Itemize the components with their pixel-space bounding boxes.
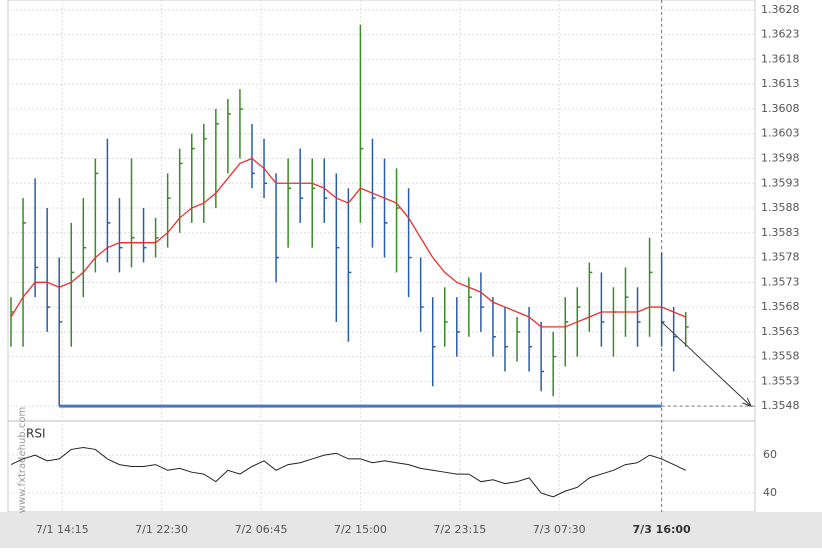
- y-tick-label: 1.3613: [761, 77, 800, 90]
- y-tick-label: 1.3593: [761, 176, 800, 189]
- moving-average: [10, 157, 686, 328]
- y-tick-label: 1.3563: [761, 325, 800, 338]
- x-tick-label: 7/3 07:30: [533, 523, 586, 536]
- y-tick-label: 1.3588: [761, 201, 800, 214]
- x-tick-label: 7/2 15:00: [334, 523, 387, 536]
- y-tick-label: 60: [763, 448, 777, 461]
- x-tick-label: 7/1 14:15: [36, 523, 89, 536]
- y-tick-label: 40: [763, 486, 777, 499]
- y-tick-label: 1.3598: [761, 151, 800, 164]
- y-tick-label: 1.3628: [761, 3, 800, 16]
- rsi-line: [10, 447, 686, 498]
- y-tick-label: 1.3618: [761, 52, 800, 65]
- y-tick-label: 1.3578: [761, 251, 800, 264]
- y-tick-label: 1.3553: [761, 374, 800, 387]
- plot-area: [7, 0, 756, 513]
- y-tick-label: 1.3548: [761, 399, 800, 412]
- y-tick-label: 1.3608: [761, 102, 800, 115]
- arrow-head: [742, 397, 752, 408]
- y-tick-label: 1.3603: [761, 127, 800, 140]
- y-tick-label: 1.3558: [761, 350, 800, 363]
- x-tick-label: 7/2 06:45: [235, 523, 288, 536]
- y-tick-label: 1.3568: [761, 300, 800, 313]
- x-axis-band: [0, 512, 822, 548]
- x-tick-label: 7/3 16:00: [633, 523, 692, 536]
- y-tick-label: 1.3573: [761, 275, 800, 288]
- forecast-arrow: [661, 321, 752, 407]
- y-tick-label: 1.3583: [761, 226, 800, 239]
- x-tick-label: 7/1 22:30: [135, 523, 188, 536]
- y-tick-label: 1.3623: [761, 28, 800, 41]
- watermark: www.fxtradehub.com: [17, 407, 28, 513]
- x-tick-label: 7/2 23:15: [433, 523, 486, 536]
- rsi-title: RSI: [26, 427, 46, 441]
